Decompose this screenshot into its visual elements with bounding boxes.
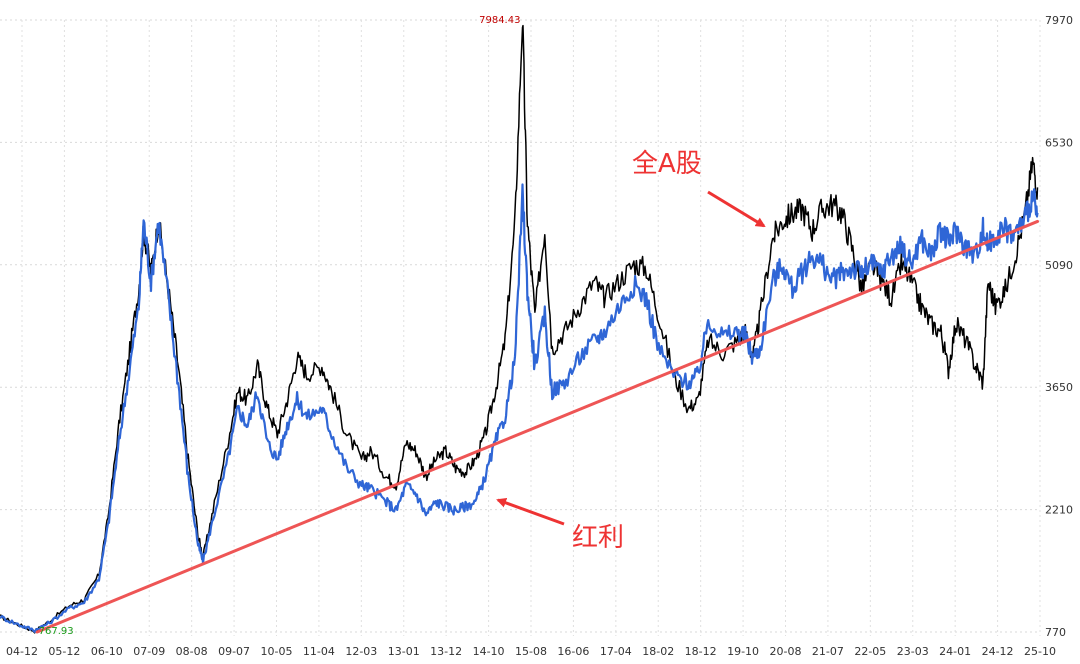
annotation-arrow-dividend <box>496 498 565 526</box>
x-tick-label: 13-01 <box>388 645 420 658</box>
x-tick-label: 21-07 <box>812 645 844 658</box>
y-tick-label: 2210 <box>1045 504 1073 517</box>
max-value-label: 7984.43 <box>479 15 520 26</box>
x-tick-label: 24-01 <box>939 645 971 658</box>
x-tick-label: 16-06 <box>557 645 589 658</box>
y-tick-label: 770 <box>1045 626 1066 639</box>
annotation-arrow-all-a <box>707 190 766 228</box>
min-value-label: 767.93 <box>39 626 74 637</box>
x-tick-label: 08-08 <box>176 645 208 658</box>
y-tick-label: 7970 <box>1045 14 1073 27</box>
x-tick-label: 14-10 <box>473 645 505 658</box>
grid <box>0 19 1041 636</box>
x-tick-label: 07-09 <box>133 645 165 658</box>
y-tick-label: 6530 <box>1045 136 1073 149</box>
x-tick-label: 20-08 <box>770 645 802 658</box>
x-axis: 04-12 05-12 06-10 07-09 08-08 09-07 10-05 11-04… <box>6 645 1056 658</box>
y-axis: 770 2210 3650 5090 6530 7970 <box>1045 14 1073 639</box>
x-tick-label: 17-04 <box>600 645 632 658</box>
x-tick-label: 12-03 <box>345 645 377 658</box>
x-tick-label: 04-12 <box>6 645 38 658</box>
annotation-all-a-shares: 全A股 <box>632 149 702 179</box>
x-tick-label: 05-12 <box>48 645 80 658</box>
x-tick-label: 23-03 <box>897 645 929 658</box>
series-layer <box>0 24 1039 634</box>
y-tick-label: 5090 <box>1045 259 1073 272</box>
x-tick-label: 06-10 <box>91 645 123 658</box>
x-tick-label: 10-05 <box>261 645 293 658</box>
trend-line <box>35 219 1040 634</box>
series-line-all-a <box>0 24 1039 634</box>
x-tick-label: 09-07 <box>218 645 250 658</box>
x-tick-label: 25-10 <box>1024 645 1056 658</box>
annotation-dividend: 红利 <box>572 523 624 553</box>
x-tick-label: 19-10 <box>727 645 759 658</box>
x-tick-label: 13-12 <box>430 645 462 658</box>
x-tick-label: 24-12 <box>982 645 1014 658</box>
x-tick-label: 18-12 <box>685 645 717 658</box>
series-line-dividend <box>0 183 1039 633</box>
y-tick-label: 3650 <box>1045 381 1073 394</box>
x-tick-label: 11-04 <box>303 645 335 658</box>
x-tick-label: 22-05 <box>854 645 886 658</box>
x-tick-label: 18-02 <box>642 645 674 658</box>
x-tick-label: 15-08 <box>515 645 547 658</box>
